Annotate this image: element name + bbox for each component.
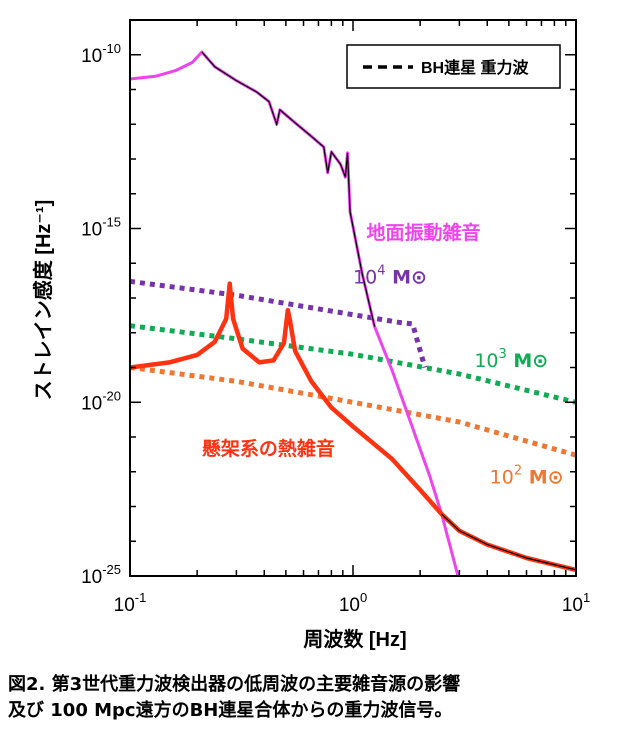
label-bh-1e3-msun: 103 M⊙	[474, 347, 548, 372]
x-tick-label: 100	[339, 590, 367, 616]
y-tick-label: 10-10	[81, 41, 121, 67]
label-ground-vibration-noise: 地面振動雑音	[367, 221, 481, 244]
series-line-bh-2	[130, 278, 428, 369]
y-tick-label: 10-25	[81, 562, 121, 588]
caption-line-1: 図2. 第3世代重力波検出器の低周波の主要雑音源の影響	[8, 674, 461, 695]
caption-line-2: 及び 100 Mpc遠方のBH連星合体からの重力波信号。	[8, 700, 453, 721]
x-axis-label: 周波数 [Hz]	[303, 627, 406, 651]
label-bh-1e2-msun: 102 M⊙	[490, 463, 564, 488]
total-noise-envelope-lower	[441, 513, 576, 571]
y-tick-label: 10-15	[81, 215, 121, 241]
plot-area	[130, 20, 576, 576]
noise-spectrum-chart: 10-1 100 101 10-10 10-15 10-20 10-25 地面振動雑音懸架系…	[31, 19, 590, 651]
series-layer	[130, 50, 576, 576]
label-suspension-thermal-noise: 懸架系の熱雑音	[202, 437, 335, 460]
series-line-bh-3	[130, 323, 576, 405]
label-bh-1e4-msun: 104 M⊙	[353, 264, 427, 289]
total-noise-envelope-upper	[201, 51, 376, 327]
y-tick-label: 10-20	[81, 388, 121, 414]
tick-layer: 10-1 100 101 10-10 10-15 10-20 10-25	[81, 19, 590, 616]
figure-caption: 図2. 第3世代重力波検出器の低周波の主要雑音源の影響 及び 100 Mpc遠方…	[8, 672, 633, 724]
legend-label: BH連星 重力波	[421, 58, 530, 77]
y-axis-label: ストレイン感度 [Hz⁻¹]	[31, 200, 55, 401]
legend: BH連星 重力波	[346, 44, 561, 89]
series-line-bh-4	[130, 365, 576, 458]
x-tick-label: 101	[562, 590, 590, 616]
x-tick-label: 10-1	[114, 590, 147, 616]
